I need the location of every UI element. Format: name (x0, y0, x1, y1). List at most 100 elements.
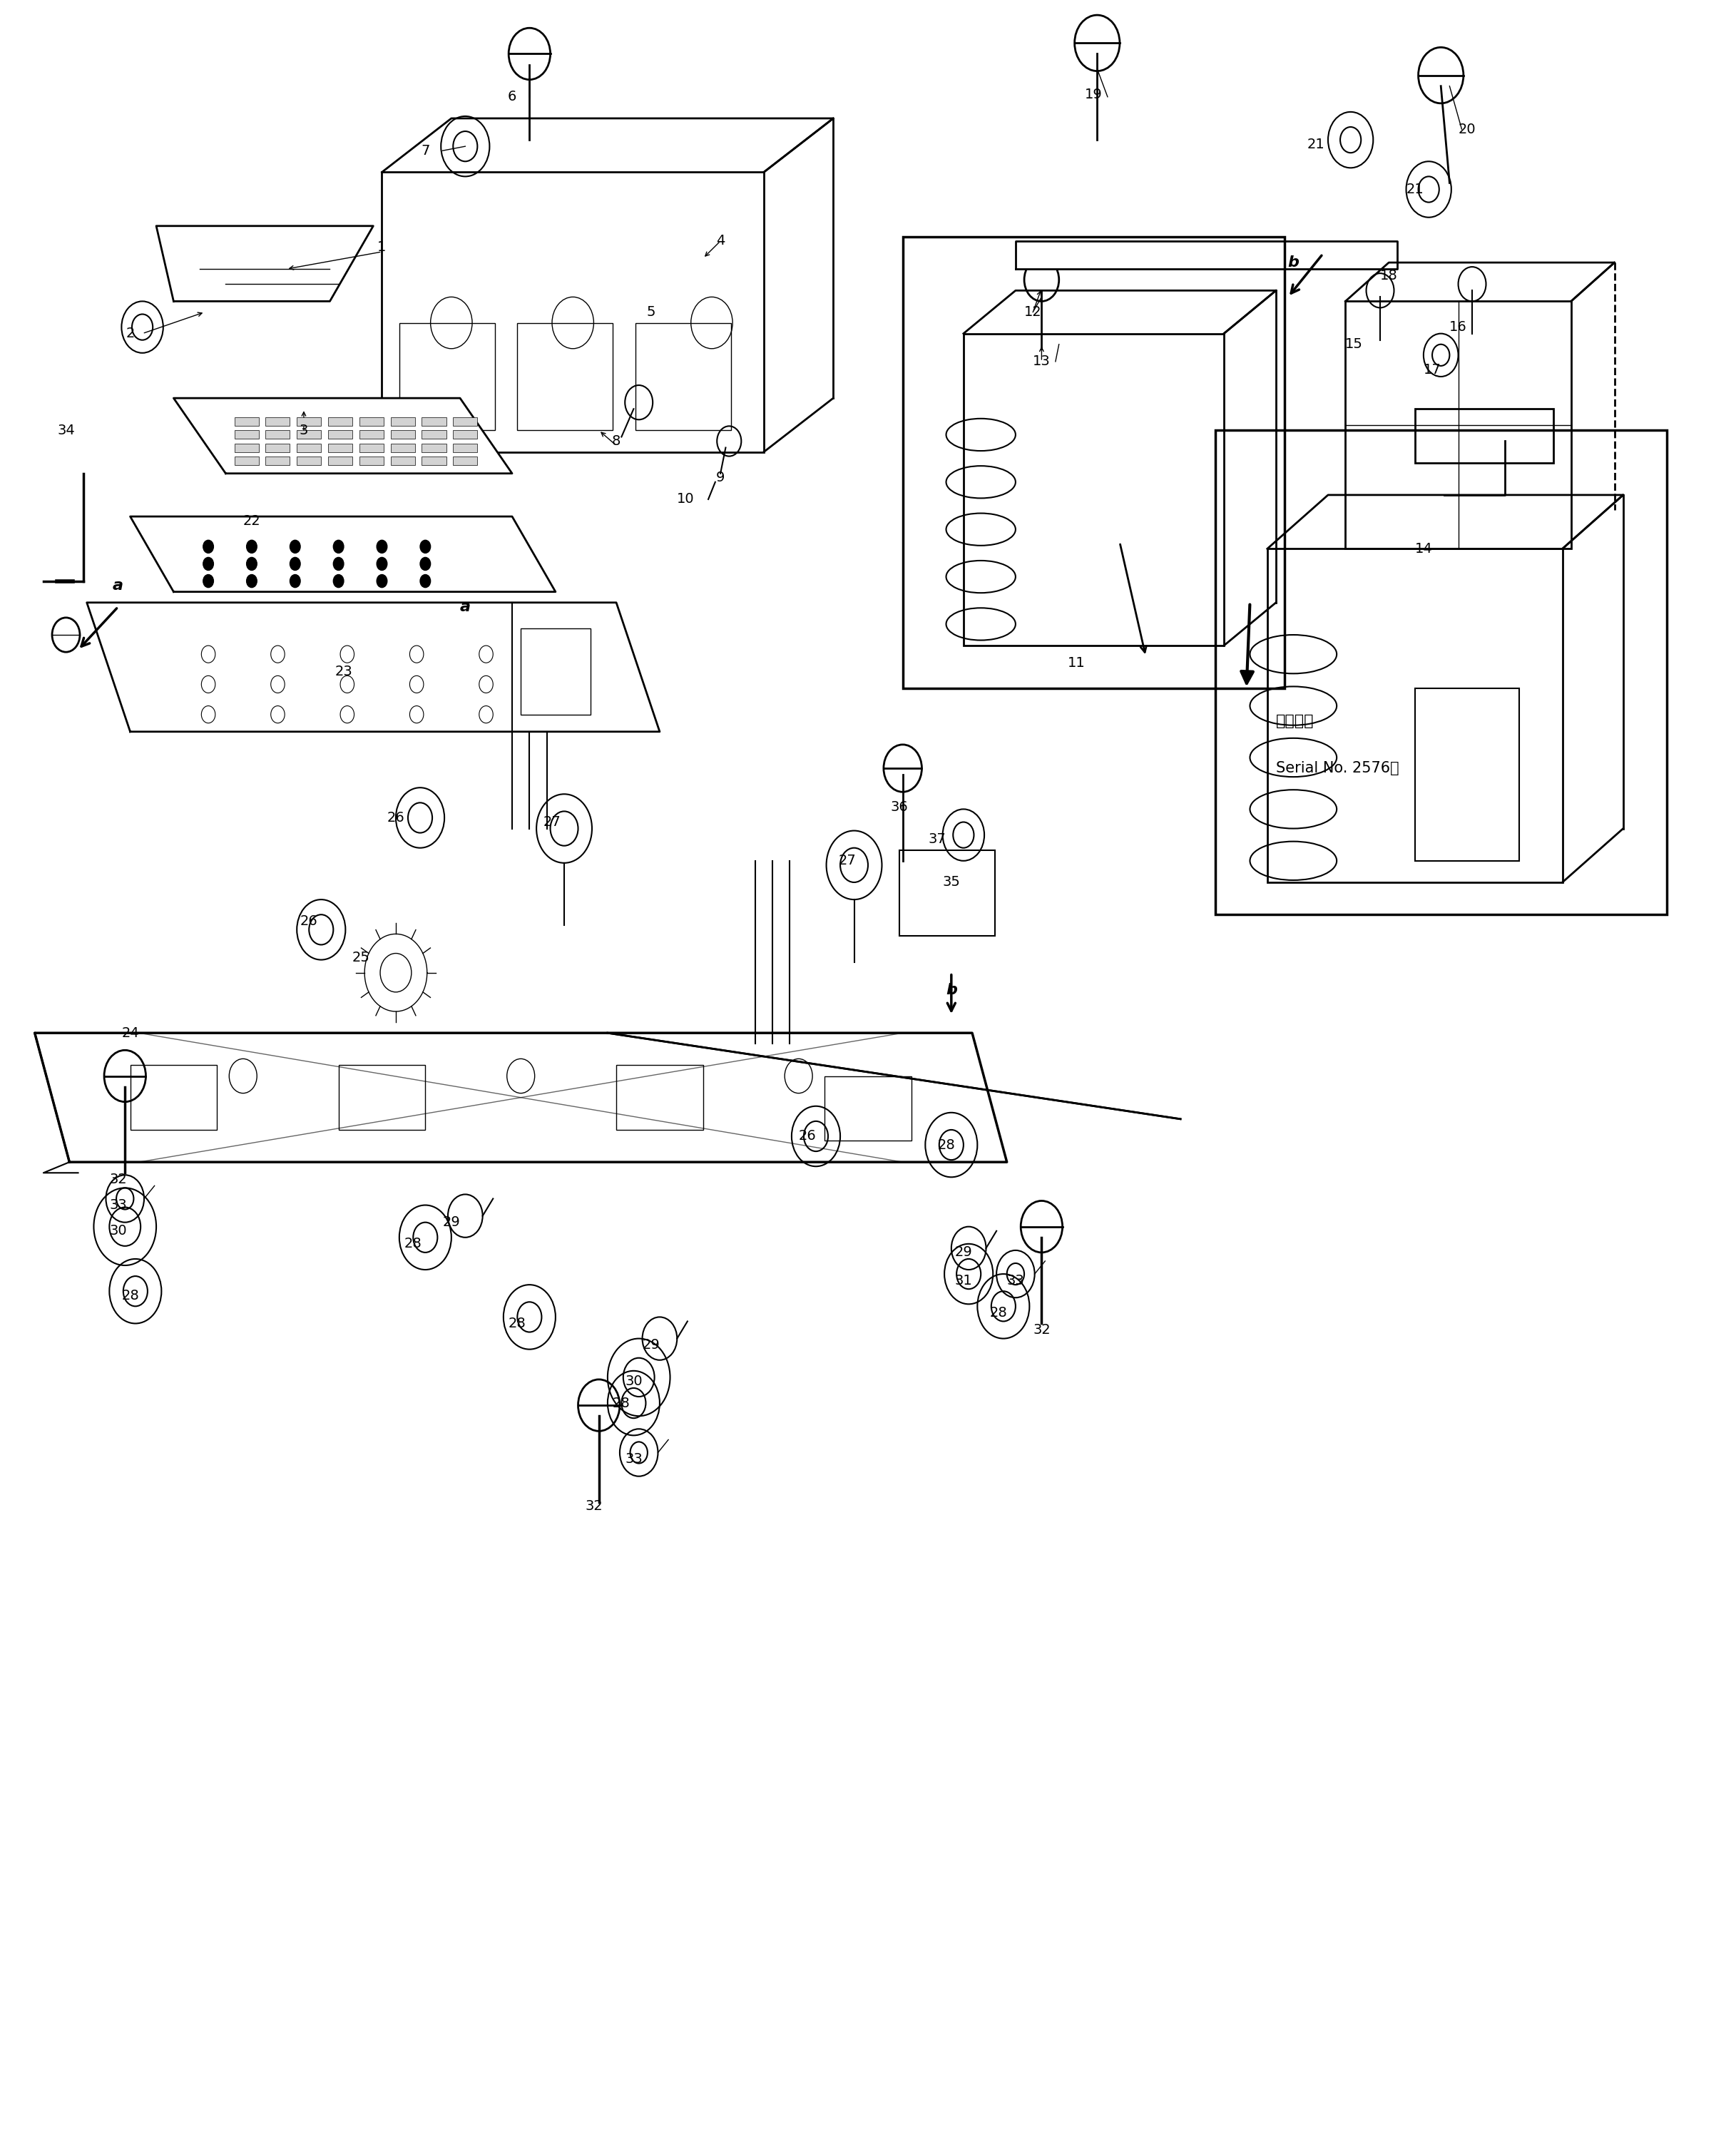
Bar (297, 430, 321, 439)
Text: a: a (460, 600, 470, 613)
Bar (521, 628, 590, 714)
Bar (635, 323, 731, 430)
Bar (297, 456, 321, 465)
Bar (234, 443, 259, 452)
Text: 36: 36 (891, 801, 908, 813)
Bar (1415, 409, 1554, 463)
Text: 7: 7 (420, 144, 431, 157)
Bar (422, 456, 446, 465)
Text: 27: 27 (543, 816, 561, 829)
Text: a: a (113, 579, 123, 592)
Circle shape (290, 557, 300, 570)
Text: 37: 37 (929, 833, 946, 846)
Text: 30: 30 (625, 1375, 642, 1388)
Text: 29: 29 (642, 1339, 660, 1351)
Bar (391, 443, 415, 452)
Bar (391, 430, 415, 439)
Text: 29: 29 (443, 1216, 460, 1229)
Text: 32: 32 (585, 1500, 602, 1513)
Bar (453, 443, 477, 452)
Text: 30: 30 (109, 1224, 127, 1237)
Bar (359, 443, 384, 452)
Bar (453, 430, 477, 439)
Bar (297, 443, 321, 452)
Text: 13: 13 (1033, 355, 1050, 368)
Text: 32: 32 (109, 1173, 127, 1186)
Bar (616, 1065, 703, 1130)
Text: 8: 8 (611, 435, 621, 448)
Polygon shape (35, 1033, 1007, 1162)
Bar (234, 456, 259, 465)
Circle shape (290, 540, 300, 553)
Circle shape (420, 575, 431, 587)
Polygon shape (1016, 241, 1397, 269)
Circle shape (377, 557, 387, 570)
Text: 23: 23 (335, 665, 352, 678)
Text: Serial No. 2576～: Serial No. 2576～ (1276, 762, 1399, 775)
Bar (422, 443, 446, 452)
Bar (359, 456, 384, 465)
Circle shape (420, 540, 431, 553)
Bar (399, 323, 495, 430)
Bar (453, 417, 477, 426)
Text: 21: 21 (1406, 183, 1424, 196)
Circle shape (333, 575, 344, 587)
Text: 9: 9 (715, 471, 726, 484)
Bar (903, 237, 1285, 689)
Text: 28: 28 (613, 1397, 630, 1410)
Bar (266, 443, 290, 452)
Text: 28: 28 (122, 1289, 139, 1302)
Bar (297, 417, 321, 426)
Circle shape (247, 557, 257, 570)
Text: 33: 33 (625, 1453, 642, 1466)
Text: 20: 20 (1458, 123, 1476, 136)
Text: 5: 5 (646, 306, 656, 318)
Polygon shape (130, 516, 556, 592)
Bar (391, 417, 415, 426)
Polygon shape (87, 603, 660, 732)
Text: 26: 26 (300, 915, 318, 928)
Bar (339, 1065, 425, 1130)
Text: 31: 31 (955, 1274, 972, 1287)
Text: 3: 3 (299, 424, 309, 437)
Text: 22: 22 (243, 514, 260, 527)
Text: 15: 15 (1345, 338, 1363, 351)
Text: 18: 18 (1380, 269, 1397, 282)
Bar (266, 417, 290, 426)
Text: 28: 28 (937, 1138, 955, 1151)
Bar (382, 172, 764, 452)
Circle shape (333, 540, 344, 553)
Text: 14: 14 (1415, 542, 1432, 555)
Circle shape (203, 557, 214, 570)
Text: 34: 34 (57, 424, 75, 437)
Circle shape (247, 575, 257, 587)
Text: 29: 29 (955, 1246, 972, 1259)
Bar (359, 417, 384, 426)
Bar (1215, 430, 1667, 915)
Circle shape (377, 575, 387, 587)
Bar (266, 456, 290, 465)
Text: 28: 28 (990, 1306, 1007, 1319)
Circle shape (333, 557, 344, 570)
Text: 適用号機: 適用号機 (1276, 714, 1314, 727)
Bar (391, 456, 415, 465)
Bar (899, 850, 995, 936)
Text: 21: 21 (1307, 138, 1325, 151)
Text: 28: 28 (509, 1317, 526, 1330)
Text: 25: 25 (352, 951, 370, 964)
Bar (234, 430, 259, 439)
Bar (328, 443, 352, 452)
Text: 24: 24 (122, 1027, 139, 1039)
Bar (963, 334, 1224, 646)
Text: 27: 27 (838, 854, 856, 867)
Text: 35: 35 (943, 876, 960, 889)
Text: 26: 26 (387, 811, 404, 824)
Text: 16: 16 (1450, 321, 1467, 334)
Text: 26: 26 (799, 1130, 816, 1143)
Bar (359, 430, 384, 439)
Bar (130, 1065, 217, 1130)
Polygon shape (174, 398, 512, 473)
Text: 6: 6 (507, 90, 517, 103)
Text: 32: 32 (1033, 1323, 1050, 1336)
Text: 4: 4 (715, 235, 726, 247)
